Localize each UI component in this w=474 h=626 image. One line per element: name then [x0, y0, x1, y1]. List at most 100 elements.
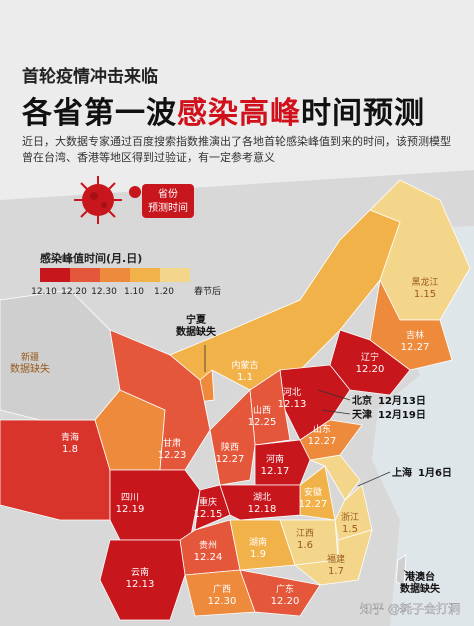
- subtitle: 首轮疫情冲击来临: [22, 67, 158, 87]
- region-shape: [0, 419, 111, 521]
- region-shape: [334, 484, 373, 541]
- region-peak: 12.24: [194, 552, 223, 563]
- callout-line: [403, 569, 419, 587]
- callout-line: [357, 471, 391, 487]
- region-peak: 1.5: [342, 524, 358, 535]
- region-peak: 12.27: [308, 436, 337, 447]
- callout-line: [321, 409, 351, 415]
- region-peak: 12.19: [116, 504, 145, 515]
- badge-text: 省份: [158, 187, 178, 200]
- legend-swatch: [130, 268, 160, 282]
- region-shape: [209, 389, 256, 486]
- region-peak: 数据缺失: [10, 362, 50, 375]
- region-peak: 12.30: [208, 596, 237, 607]
- legend-label: 12.30: [91, 287, 117, 297]
- region-peak: 12.25: [248, 417, 277, 428]
- region-peak: 1.15: [414, 289, 436, 300]
- legend-label: 春节后: [194, 285, 221, 297]
- region-name: 安徽: [304, 486, 322, 498]
- region-name: 重庆: [199, 496, 217, 508]
- sea: [350, 226, 474, 626]
- callout-value: 12月13日: [378, 395, 426, 407]
- region-peak: 12.23: [158, 450, 187, 461]
- region-peak: 12.20: [356, 364, 385, 375]
- region-peak: 1.9: [250, 549, 266, 560]
- legend-label: 12.20: [61, 287, 87, 297]
- legend-swatch: [40, 268, 70, 282]
- region-name: 广西: [213, 583, 231, 595]
- callout-name: 上海: [392, 466, 412, 479]
- badge-text: 预测时间: [148, 201, 188, 214]
- watermark: 知乎 @耗子会打洞: [360, 602, 460, 616]
- region-name: 河南: [266, 453, 284, 465]
- region-peak: 1.7: [328, 566, 344, 577]
- region-name: 四川: [121, 493, 139, 503]
- callout-value: 12月19日: [378, 409, 426, 421]
- region-name: 青海: [61, 431, 79, 443]
- region-peak: 1.1: [237, 372, 253, 383]
- callout-line: [317, 389, 351, 401]
- region-peak: 12.27: [401, 342, 430, 353]
- title: 各省第一波感染高峰时间预测: [22, 88, 425, 132]
- legend-swatch: [70, 268, 100, 282]
- badge: [142, 184, 194, 218]
- region-name: 新疆: [21, 351, 39, 363]
- legend-label: 12.10: [31, 287, 57, 297]
- region-shape: [169, 209, 401, 391]
- region-peak: 12.15: [194, 509, 223, 520]
- region-name: 甘肃: [163, 437, 181, 449]
- callout-name: 港澳台: [405, 570, 435, 583]
- regions: [0, 179, 471, 621]
- region-shape: [254, 439, 311, 486]
- title-part: 各省第一波: [22, 96, 177, 131]
- legend-label: 1.10: [124, 287, 144, 297]
- legend-label: 1.20: [154, 287, 174, 297]
- region-name: 山西: [253, 405, 271, 416]
- region-name: 云南: [131, 566, 149, 578]
- callout-value: 数据缺失: [400, 582, 441, 595]
- region-peak: 12.27: [216, 454, 245, 465]
- callout-name: 天津: [352, 408, 372, 421]
- callout-name: 北京: [352, 394, 372, 407]
- legend-title: 感染峰值时间(月.日): [40, 251, 142, 265]
- region-name: 湖南: [249, 536, 267, 548]
- region-name: 陕西: [221, 441, 239, 453]
- callout-name: 宁夏: [186, 313, 207, 326]
- region-name: 河北: [283, 386, 301, 398]
- region-peak: 12.13: [126, 579, 155, 590]
- virus-icon: [74, 176, 122, 224]
- region-name: 浙江: [341, 511, 359, 523]
- region-name: 广东: [276, 583, 294, 595]
- region-peak: 1.8: [62, 444, 78, 455]
- region-name: 吉林: [406, 329, 424, 341]
- region-shape: [99, 539, 186, 621]
- region-name: 黑龙江: [411, 276, 438, 288]
- region-peak: 1.6: [297, 540, 313, 551]
- region-labels: 黑龙江1.15吉林12.27辽宁12.20内蒙古1.1新疆数据缺失河北12.13…: [10, 276, 439, 607]
- legend-swatch: [100, 268, 130, 282]
- region-shape: [219, 484, 301, 521]
- legend: 感染峰值时间(月.日) 12.10 12.20 12.30 1.10 1.20 春节后: [31, 251, 221, 297]
- title-part: 感染高峰: [177, 96, 301, 131]
- region-peak: 12.13: [278, 399, 307, 410]
- region-peak: 12.17: [261, 466, 290, 477]
- region-name: 辽宁: [361, 351, 379, 363]
- region-peak: 12.20: [271, 596, 300, 607]
- region-peak: 12.27: [299, 499, 328, 510]
- callout-value: 1月6日: [418, 467, 452, 479]
- description: 近日，大数据专家通过百度搜索指数推演出了各地首轮感染峰值到来的时间，该预测模型曾…: [22, 135, 451, 164]
- legend-swatch: [160, 268, 190, 282]
- region-name: 贵州: [199, 539, 217, 551]
- virus-dot: [129, 186, 141, 198]
- region-shape: [239, 569, 321, 617]
- region-name: 湖北: [253, 492, 271, 503]
- region-name: 山东: [313, 423, 331, 435]
- region-peak: 12.18: [248, 504, 277, 515]
- region-name: 江西: [296, 528, 314, 539]
- region-name: 福建: [327, 553, 345, 565]
- title-part: 时间预测: [301, 96, 425, 131]
- callout-value: 数据缺失: [176, 325, 217, 338]
